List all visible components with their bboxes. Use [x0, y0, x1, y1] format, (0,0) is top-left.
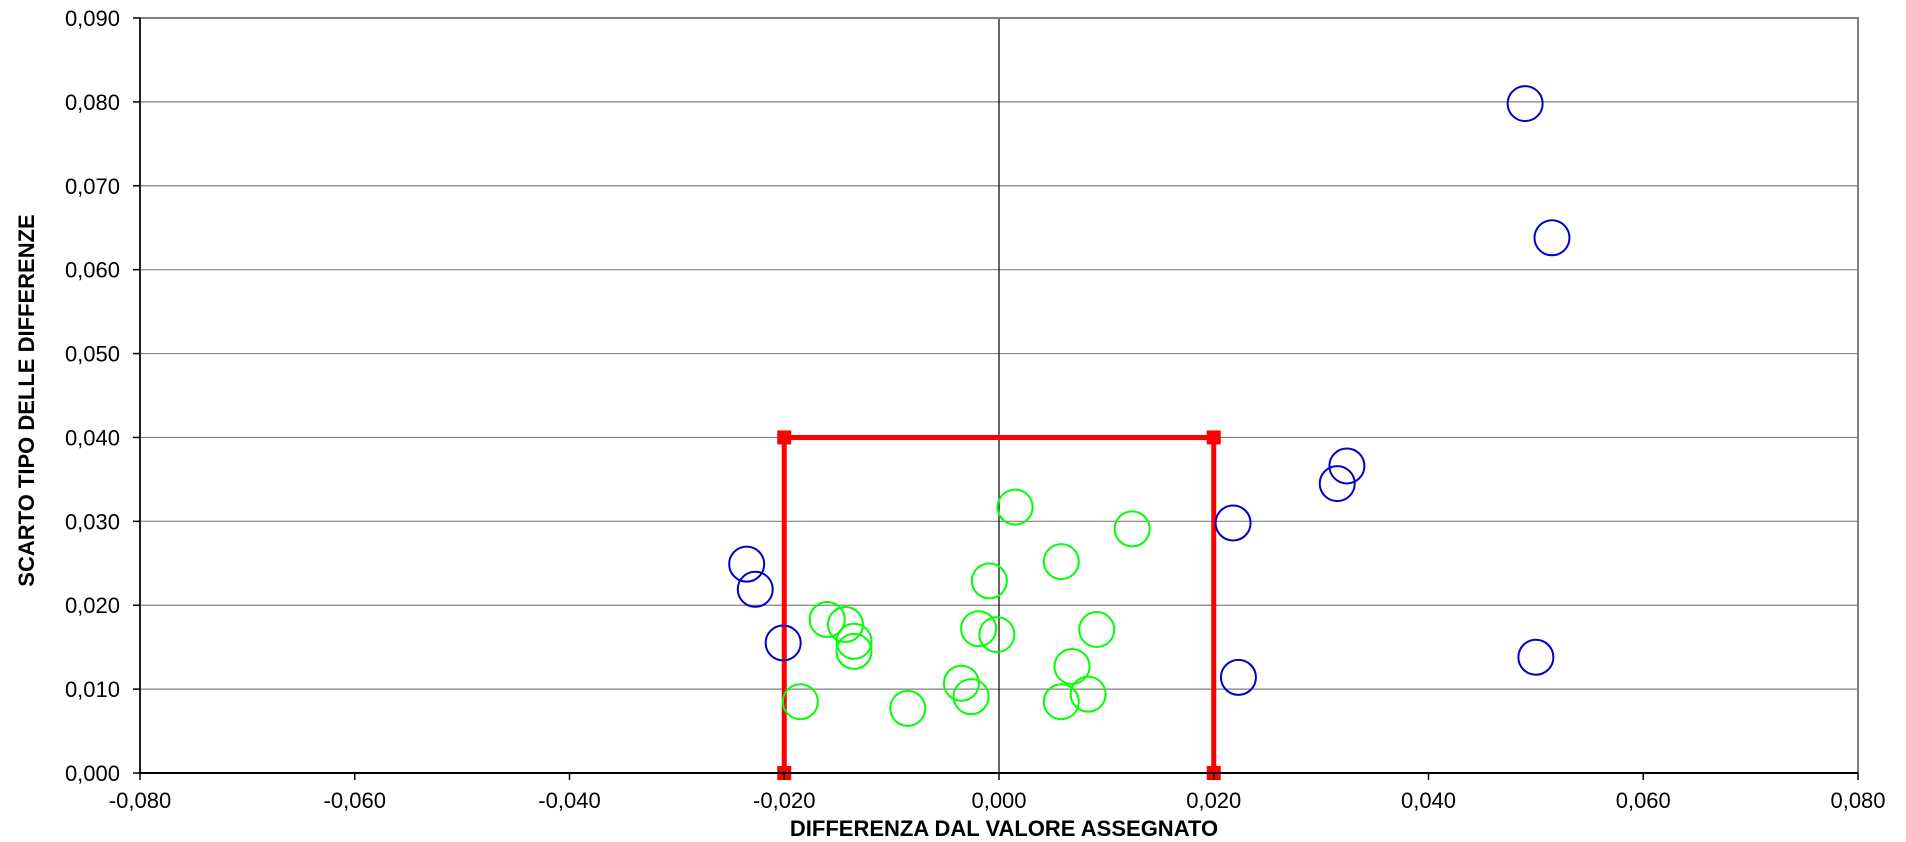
x-tick-label: 0,000	[971, 788, 1026, 813]
axes	[133, 17, 1859, 780]
data-point	[952, 678, 990, 716]
x-axis-label: DIFFERENZA DAL VALORE ASSEGNATO	[790, 816, 1218, 841]
data-point	[1214, 504, 1252, 542]
data-point	[808, 600, 846, 638]
data-point	[996, 488, 1034, 526]
data-point	[736, 570, 774, 608]
data-point	[1533, 219, 1571, 257]
data-point	[835, 632, 873, 670]
y-tick-label: 0,040	[65, 425, 120, 450]
x-tick-labels: -0,080 -0,060 -0,040 -0,020 0,000 0,020 0,040 0…	[109, 788, 1886, 813]
x-tick-label: -0,040	[538, 788, 600, 813]
y-tick-label: 0,010	[65, 677, 120, 702]
limit-marker	[777, 430, 792, 445]
data-point	[1517, 638, 1555, 676]
data-point	[1506, 85, 1544, 123]
y-tick-label: 0,030	[65, 509, 120, 534]
y-tick-label: 0,000	[65, 761, 120, 786]
x-tick-label: 0,060	[1616, 788, 1671, 813]
data-point	[826, 606, 864, 644]
y-tick-label: 0,050	[65, 342, 120, 367]
data-point	[978, 616, 1016, 654]
data-point	[1318, 465, 1356, 503]
data-point	[970, 562, 1008, 600]
data-point	[889, 689, 927, 727]
y-tick-labels: 0,000 0,010 0,020 0,030 0,040 0,050 0,060 0,070…	[65, 6, 120, 786]
data-point	[1113, 510, 1151, 548]
data-point	[835, 622, 873, 660]
data-point	[1219, 658, 1257, 696]
data-point	[1053, 647, 1091, 685]
y-tick-label: 0,090	[65, 6, 120, 31]
data-point	[781, 683, 819, 721]
x-tick-label: 0,040	[1401, 788, 1456, 813]
y-tick-label: 0,020	[65, 593, 120, 618]
x-tick-label: 0,020	[1186, 788, 1241, 813]
x-tick-label: -0,020	[753, 788, 815, 813]
data-point	[1042, 683, 1080, 721]
y-tick-label: 0,060	[65, 258, 120, 283]
data-point	[942, 664, 980, 702]
y-tick-label: 0,080	[65, 90, 120, 115]
limit-marker	[1206, 430, 1221, 445]
data-point	[960, 610, 998, 648]
data-point	[764, 624, 802, 662]
data-point	[728, 545, 766, 583]
limit-line	[781, 434, 1217, 773]
data-point	[1328, 447, 1366, 485]
data-point	[1069, 675, 1107, 713]
x-tick-label: -0,080	[109, 788, 171, 813]
data-point	[1042, 543, 1080, 581]
x-tick-label: 0,080	[1830, 788, 1885, 813]
y-tick-label: 0,070	[65, 174, 120, 199]
data-point	[1078, 611, 1116, 649]
y-axis-label: SCARTO TIPO DELLE DIFFERENZE	[14, 214, 39, 586]
x-tick-label: -0,060	[324, 788, 386, 813]
data-points	[728, 85, 1571, 727]
